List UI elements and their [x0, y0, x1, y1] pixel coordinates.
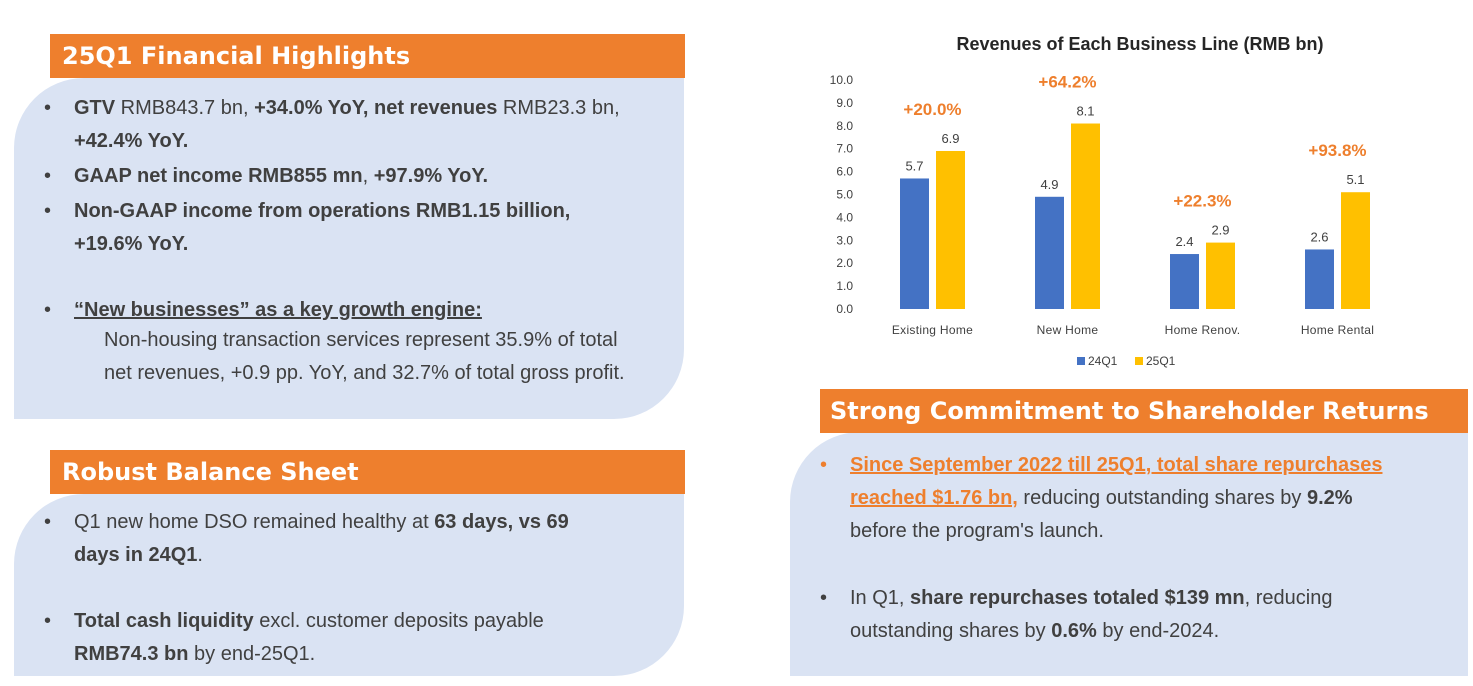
gaap-net-income-bullet: GAAP net income RMB855 mn, +97.9% YoY. — [14, 160, 684, 193]
y-tick-label: 7.0 — [836, 142, 853, 156]
legend-label: 24Q1 — [1088, 354, 1118, 368]
balance-sheet-title: Robust Balance Sheet — [50, 450, 685, 494]
bar-24q1 — [1305, 249, 1334, 309]
gtv-bullet: GTV RMB843.7 bn, +34.0% YoY, net revenue… — [14, 92, 684, 158]
x-category-label: Existing Home — [892, 323, 973, 337]
growth-label: +93.8% — [1308, 141, 1366, 160]
shareholder-returns-title: Strong Commitment to Shareholder Returns — [820, 389, 1468, 433]
growth-label: +22.3% — [1173, 192, 1231, 211]
cash-liquidity-bullet: Total cash liquidity excl. customer depo… — [14, 605, 684, 671]
dso-bullet: Q1 new home DSO remained healthy at 63 d… — [14, 506, 684, 572]
y-tick-label: 0.0 — [836, 302, 853, 316]
q1-repurchases-bullet: In Q1, share repurchases totaled $139 mn… — [790, 582, 1468, 648]
bar-value-label: 2.9 — [1211, 223, 1229, 238]
bar-24q1 — [1035, 196, 1064, 309]
legend-label: 25Q1 — [1146, 354, 1176, 368]
y-tick-label: 6.0 — [836, 165, 853, 179]
bar-25q1 — [1341, 192, 1370, 309]
bar-24q1 — [900, 178, 929, 309]
non-gaap-income-bullet: Non-GAAP income from operations RMB1.15 … — [14, 195, 684, 261]
y-tick-label: 2.0 — [836, 256, 853, 270]
bar-25q1 — [1071, 123, 1100, 309]
balance-sheet-panel: Q1 new home DSO remained healthy at 63 d… — [14, 494, 684, 676]
bar-25q1 — [1206, 242, 1235, 309]
bar-value-label: 5.7 — [905, 158, 923, 173]
x-category-label: Home Renov. — [1165, 323, 1241, 337]
y-tick-label: 1.0 — [836, 279, 853, 293]
shareholder-returns-panel: Since September 2022 till 25Q1, total sh… — [790, 432, 1468, 676]
y-tick-label: 4.0 — [836, 210, 853, 224]
growth-label: +64.2% — [1038, 73, 1096, 92]
chart-title: Revenues of Each Business Line (RMB bn) — [956, 34, 1323, 54]
y-tick-label: 3.0 — [836, 233, 853, 247]
bar-24q1 — [1170, 254, 1199, 309]
bar-value-label: 4.9 — [1040, 177, 1058, 192]
bar-value-label: 6.9 — [941, 131, 959, 146]
new-businesses-line2: net revenues, +0.9 pp. YoY, and 32.7% of… — [104, 362, 625, 384]
y-tick-label: 10.0 — [830, 73, 854, 87]
new-businesses-bullet: “New businesses” as a key growth engine: — [14, 294, 684, 327]
legend-swatch-24q1 — [1077, 357, 1085, 365]
financial-highlights-panel: GTV RMB843.7 bn, +34.0% YoY, net revenue… — [14, 78, 684, 419]
legend-swatch-25q1 — [1135, 357, 1143, 365]
bar-value-label: 2.4 — [1175, 234, 1193, 249]
x-category-label: New Home — [1037, 323, 1099, 337]
financial-highlights-title: 25Q1 Financial Highlights — [50, 34, 685, 78]
y-tick-label: 9.0 — [836, 96, 853, 110]
y-tick-label: 8.0 — [836, 119, 853, 133]
y-tick-label: 5.0 — [836, 188, 853, 202]
new-businesses-line1: Non-housing transaction services represe… — [104, 329, 618, 351]
bar-value-label: 2.6 — [1310, 229, 1328, 244]
bar-value-label: 5.1 — [1346, 172, 1364, 187]
revenue-bar-chart: Revenues of Each Business Line (RMB bn) 0… — [830, 34, 1374, 368]
bar-25q1 — [936, 150, 965, 309]
growth-label: +20.0% — [903, 100, 961, 119]
x-category-label: Home Rental — [1301, 323, 1374, 337]
total-repurchases-bullet: Since September 2022 till 25Q1, total sh… — [790, 449, 1468, 548]
bar-value-label: 8.1 — [1076, 104, 1094, 119]
